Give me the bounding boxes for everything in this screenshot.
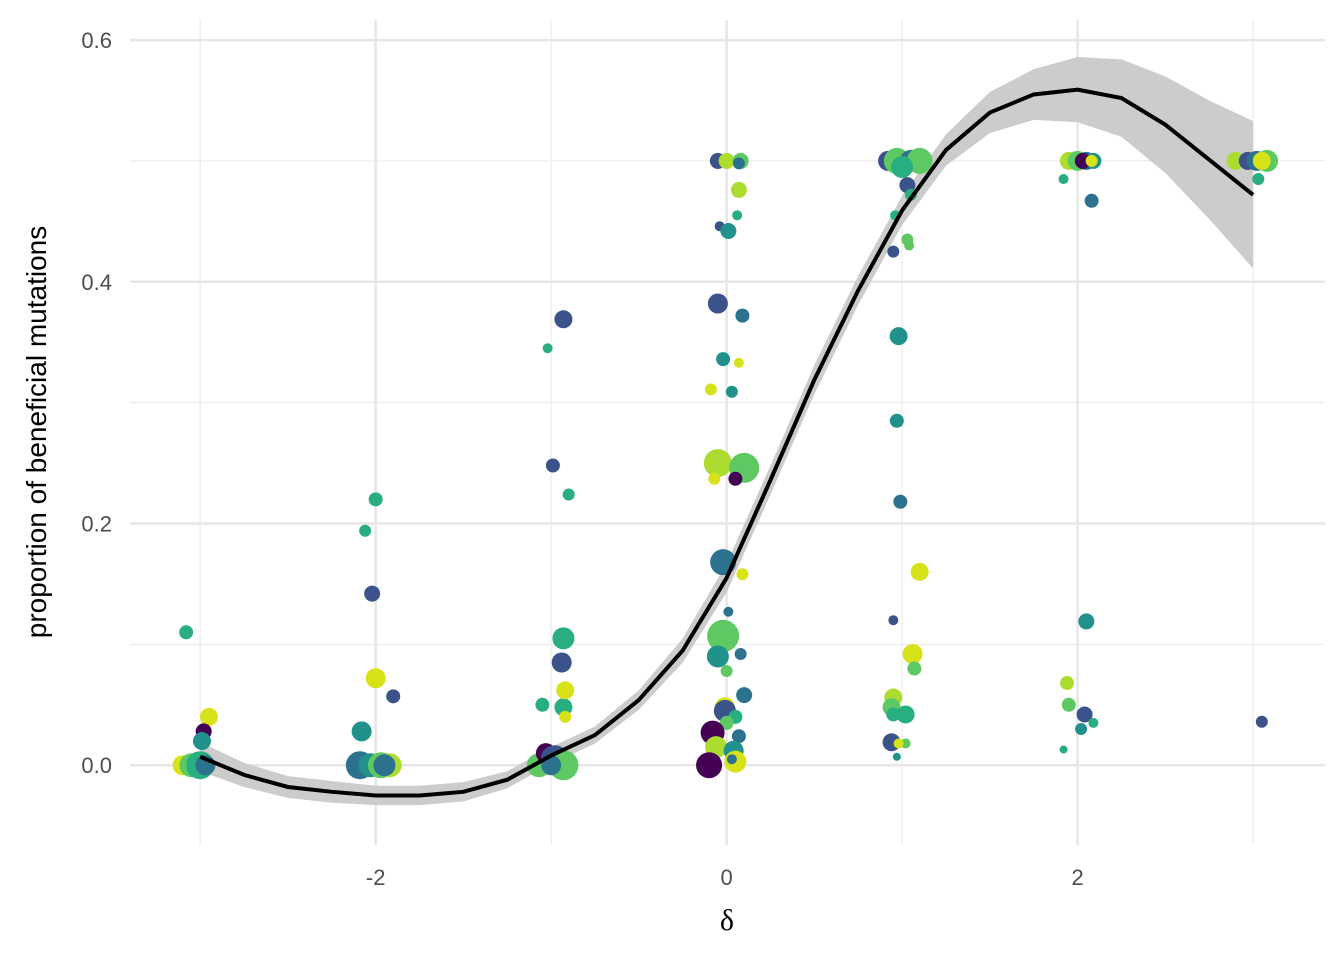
point: [889, 327, 908, 346]
y-tick-label: 0.2: [81, 512, 112, 537]
point: [199, 707, 218, 726]
x-tick-label: 0: [720, 865, 732, 890]
point: [735, 308, 750, 323]
point: [887, 245, 900, 258]
point: [893, 494, 908, 509]
point: [910, 562, 929, 581]
point: [891, 155, 914, 178]
point: [1255, 715, 1268, 728]
point: [896, 705, 915, 724]
point: [179, 625, 194, 640]
point: [892, 752, 901, 761]
point: [351, 721, 372, 742]
point: [1061, 697, 1076, 712]
point: [556, 681, 575, 700]
point: [736, 568, 749, 581]
point: [1088, 717, 1099, 728]
point: [562, 488, 575, 501]
point: [1252, 151, 1271, 170]
point: [552, 627, 575, 650]
point: [703, 449, 732, 478]
point: [728, 471, 743, 486]
point: [365, 668, 386, 689]
point: [732, 157, 745, 170]
point: [364, 585, 381, 602]
point: [734, 648, 747, 661]
point: [718, 152, 735, 169]
point: [719, 715, 734, 730]
point: [706, 645, 729, 668]
point: [1078, 613, 1095, 630]
point: [373, 754, 396, 777]
point: [726, 754, 737, 765]
point: [1075, 722, 1088, 735]
point: [904, 240, 915, 251]
y-tick-label: 0.4: [81, 270, 112, 295]
point: [907, 661, 922, 676]
point: [554, 310, 573, 329]
point: [707, 293, 728, 314]
x-tick-label: 2: [1071, 865, 1083, 890]
point: [1085, 154, 1098, 167]
point: [720, 223, 737, 240]
x-axis-title: δ: [720, 904, 734, 937]
point: [704, 383, 717, 396]
y-tick-label: 0.0: [81, 753, 112, 778]
point: [1076, 706, 1093, 723]
point: [192, 732, 211, 751]
point: [1252, 173, 1265, 186]
point: [889, 413, 904, 428]
point: [906, 147, 933, 174]
point: [720, 664, 733, 677]
point: [1059, 745, 1068, 754]
grid: [130, 20, 1325, 845]
point: [708, 472, 721, 485]
point: [359, 524, 372, 537]
point: [368, 492, 383, 507]
point: [733, 357, 744, 368]
point: [730, 181, 747, 198]
point: [386, 689, 401, 704]
point: [551, 652, 572, 673]
y-tick-label: 0.6: [81, 28, 112, 53]
point: [545, 458, 560, 473]
point: [886, 707, 901, 722]
point: [1058, 174, 1069, 185]
point: [736, 687, 753, 704]
point: [723, 606, 734, 617]
confidence-band: [200, 56, 1254, 806]
x-tick-label: -2: [366, 865, 386, 890]
fit-layer: [199, 87, 1255, 798]
point: [900, 738, 911, 749]
point: [893, 738, 904, 749]
point: [902, 644, 923, 665]
point: [1084, 193, 1099, 208]
y-axis-title: proportion of beneficial mutations: [21, 226, 52, 638]
point: [732, 210, 743, 221]
point: [559, 710, 572, 723]
point: [725, 385, 738, 398]
point: [888, 615, 899, 626]
band-layer: [200, 56, 1254, 806]
point: [1074, 152, 1091, 169]
point: [716, 352, 731, 367]
point: [731, 729, 746, 744]
point: [696, 752, 723, 779]
point: [707, 619, 740, 652]
fit-line: [199, 87, 1255, 798]
labels: -2 0 2 0.0 0.2 0.4 0.6: [81, 28, 1083, 890]
points: [172, 147, 1279, 781]
point: [542, 343, 553, 354]
point: [535, 697, 550, 712]
point: [1060, 676, 1075, 691]
